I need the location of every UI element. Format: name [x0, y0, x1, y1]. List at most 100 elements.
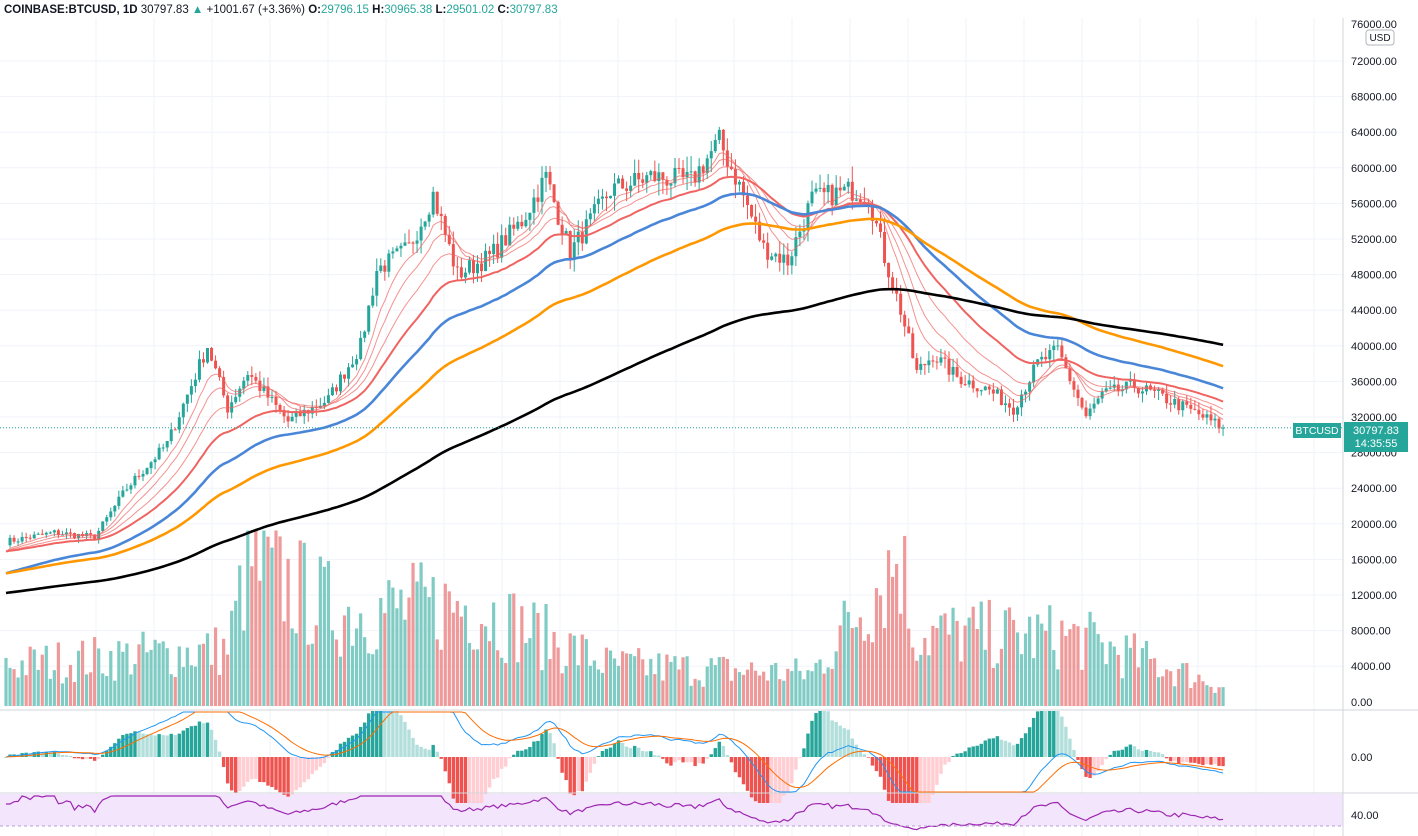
volume-bar	[181, 667, 185, 706]
price-tick-label: 24000.00	[1351, 483, 1397, 495]
candle-body	[596, 198, 600, 205]
volume-bar	[459, 616, 463, 706]
macd-histogram-bar	[238, 757, 242, 791]
candle-body	[137, 475, 141, 477]
macd-histogram-bar	[282, 757, 286, 795]
last-price-badge: BTCUSD 30797.83 14:35:55	[1293, 422, 1408, 452]
macd-histogram-bar	[24, 752, 28, 757]
moving-average-line	[5, 217, 1224, 575]
candle-body	[1221, 427, 1225, 429]
macd-histogram-bar	[1197, 757, 1201, 764]
candle-body	[983, 386, 987, 391]
volume-bar	[463, 605, 468, 706]
volume-bar	[1023, 633, 1028, 706]
macd-histogram-bar	[850, 738, 854, 757]
volume-bar	[113, 680, 117, 706]
volume-bar	[254, 530, 258, 706]
volume-bar	[717, 657, 721, 706]
candle-body	[326, 395, 330, 403]
candle-body	[117, 496, 121, 506]
candle-body	[427, 214, 431, 222]
candle-body	[685, 171, 689, 178]
candle-body	[931, 360, 935, 362]
volume-bar	[935, 628, 939, 706]
volume-bar	[1201, 681, 1205, 706]
macd-histogram-bar	[84, 757, 89, 759]
volume-bar	[907, 628, 911, 706]
volume-bar	[217, 674, 222, 706]
macd-histogram-bar	[451, 757, 456, 799]
macd-histogram-bar	[697, 757, 701, 764]
macd-histogram-bar	[383, 711, 387, 757]
candle-body	[471, 260, 475, 274]
volume-bar	[342, 615, 347, 706]
volume-bar	[294, 633, 298, 706]
macd-histogram-bar	[246, 757, 250, 782]
candle-body	[830, 184, 834, 206]
macd-histogram-bar	[391, 711, 395, 757]
macd-histogram-bar	[798, 757, 802, 758]
candle-body	[987, 386, 991, 390]
candle-body	[834, 187, 838, 206]
candle-body	[238, 388, 242, 397]
volume-bar	[391, 587, 395, 706]
candle-body	[741, 181, 745, 196]
macd-histogram-bar	[689, 757, 693, 763]
macd-histogram-bar	[802, 748, 806, 757]
volume-bar	[576, 665, 580, 706]
candle-body	[927, 360, 931, 366]
volume-bar	[818, 659, 822, 706]
macd-histogram-bar	[117, 738, 121, 757]
currency-label[interactable]: USD	[1369, 33, 1390, 44]
volume-bar	[117, 641, 121, 706]
macd-histogram-bar	[322, 757, 327, 764]
volume-bar	[1120, 678, 1124, 706]
candle-body	[1217, 418, 1221, 429]
volume-bar	[302, 542, 306, 706]
volume-bar	[350, 645, 355, 706]
volume-bar	[826, 667, 830, 706]
macd-histogram-bar	[1144, 749, 1149, 757]
macd-histogram-bar	[963, 751, 967, 757]
candle-body	[145, 468, 149, 475]
macd-histogram-bar	[56, 753, 61, 757]
volume-bar	[1197, 674, 1201, 706]
candle-body	[1132, 380, 1136, 388]
volume-bar	[749, 662, 754, 706]
volume-bar	[1100, 642, 1104, 706]
volume-bar	[919, 654, 923, 706]
volume-bar	[496, 650, 500, 706]
candle-body	[858, 199, 862, 202]
macd-histogram-bar	[560, 757, 564, 773]
volume-bar	[1112, 646, 1116, 706]
volume-bar	[947, 634, 951, 706]
candle-body	[1028, 382, 1032, 392]
volume-bar	[12, 669, 16, 706]
macd-histogram-bar	[395, 711, 399, 757]
candle-body	[480, 263, 484, 272]
macd-histogram-bar	[580, 757, 584, 792]
macd-histogram-bar	[842, 728, 846, 757]
macd-histogram-bar	[915, 757, 919, 803]
macd-histogram-bar	[669, 757, 673, 766]
macd-histogram-bar	[1156, 752, 1161, 757]
volume-bar	[451, 612, 455, 706]
candle-body	[560, 224, 564, 236]
candle-body	[713, 140, 717, 152]
volume-bar	[1076, 626, 1080, 706]
volume-bar	[641, 659, 645, 706]
volume-bar	[471, 649, 476, 706]
volume-bar	[665, 654, 669, 706]
candle-body	[113, 505, 117, 512]
macd-histogram-bar	[1209, 757, 1213, 765]
volume-bar	[48, 678, 52, 706]
volume-bar	[725, 658, 729, 706]
volume-bar	[286, 558, 290, 706]
candle-body	[850, 181, 854, 201]
candle-body	[399, 245, 403, 249]
macd-histogram-bar	[1015, 743, 1020, 757]
candle-body	[492, 243, 496, 255]
volume-bar	[133, 664, 137, 706]
volume-bar	[209, 664, 214, 706]
